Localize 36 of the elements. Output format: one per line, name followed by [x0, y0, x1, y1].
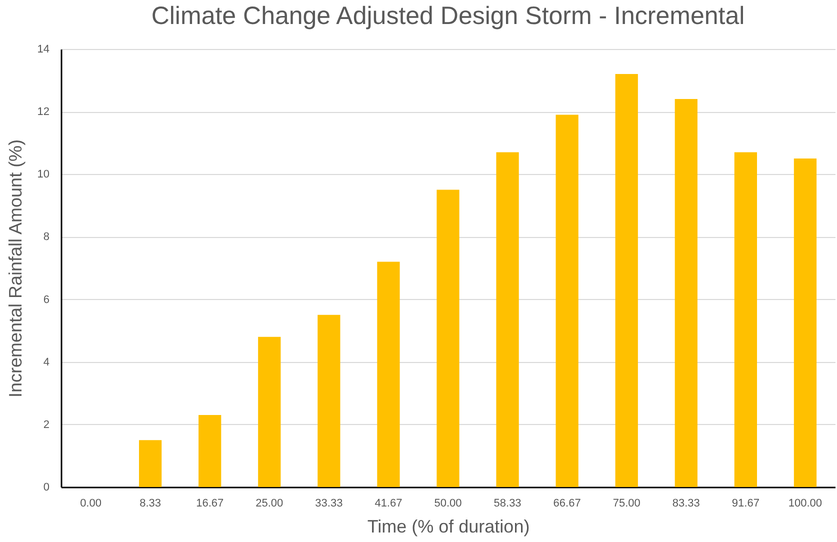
bar — [794, 158, 817, 487]
y-tick-label: 10 — [37, 168, 50, 181]
x-tick-label: 58.33 — [494, 498, 522, 510]
y-tick-label: 6 — [43, 294, 50, 306]
x-tick-label: 33.33 — [315, 498, 343, 510]
x-tick-label: 16.67 — [196, 498, 224, 510]
y-tick-label: 0 — [43, 482, 50, 494]
y-tick-label: 4 — [43, 356, 50, 368]
x-tick-label: 100.00 — [788, 498, 822, 510]
bar — [674, 99, 698, 487]
bar — [377, 262, 400, 487]
bar — [556, 114, 578, 487]
x-tick-label: 66.67 — [553, 498, 581, 510]
y-tick-label: 2 — [43, 418, 50, 431]
bar — [615, 74, 638, 487]
bar — [436, 190, 460, 487]
y-tick-label: 8 — [43, 231, 50, 244]
chart-title: Climate Change Adjusted Design Storm - Incremental — [151, 2, 745, 30]
x-tick-label: 25.00 — [256, 498, 284, 510]
bar — [198, 415, 222, 487]
x-tick-label: 8.33 — [140, 498, 162, 510]
x-tick-label: 41.67 — [374, 498, 402, 510]
bar — [318, 314, 340, 487]
y-axis-title: Incremental Rainfall Amount (%) — [5, 139, 26, 398]
x-tick-label: 91.67 — [732, 498, 760, 510]
x-tick-label: 0.00 — [80, 498, 102, 510]
bar — [496, 152, 519, 487]
x-tick-label: 75.00 — [612, 498, 640, 510]
x-tick-label: 50.00 — [434, 498, 462, 510]
bar — [734, 152, 758, 487]
y-tick-label: 12 — [37, 106, 50, 118]
x-axis-title: Time (% of duration) — [367, 516, 530, 536]
bar — [258, 336, 281, 487]
bar — [138, 440, 162, 487]
x-tick-label: 83.33 — [672, 498, 700, 510]
y-tick-label: 14 — [37, 44, 50, 56]
